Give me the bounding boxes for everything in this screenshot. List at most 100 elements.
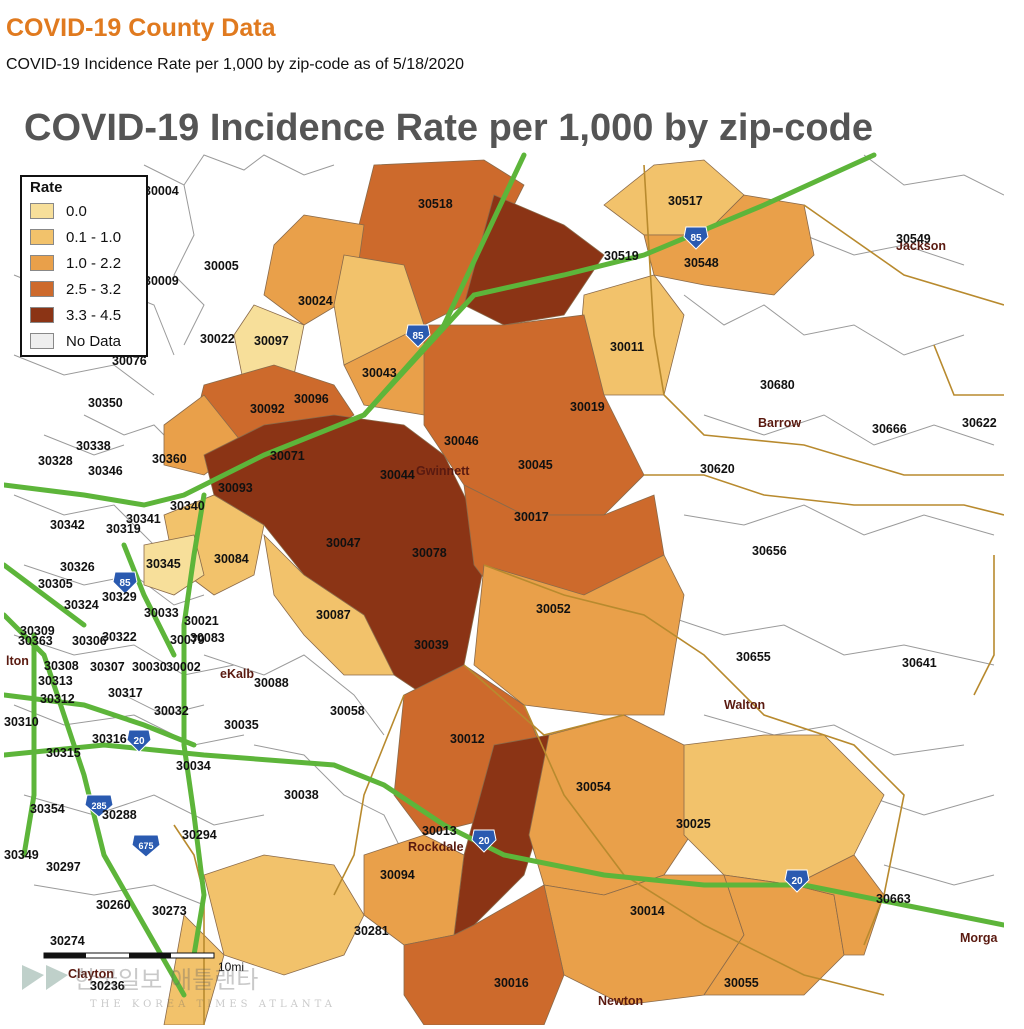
interstate-20-shield: 20: [791, 876, 803, 887]
zip-labels: 30004 30005 30009 30022 30024 30097 30076 30350…: [4, 184, 997, 993]
legend-label: 0.0: [66, 202, 87, 220]
zip-label: 30017: [514, 510, 549, 524]
zip-label: 30518: [418, 197, 453, 211]
zip-label: 30517: [668, 194, 703, 208]
zip-label: 30342: [50, 518, 85, 532]
zip-label: 30316: [92, 732, 127, 746]
zip-label: 30079: [170, 633, 205, 647]
county-label-barrow: Barrow: [758, 416, 801, 430]
zip-label: 30297: [46, 860, 81, 874]
zip-label: 30096: [294, 392, 329, 406]
zip-label: 30087: [316, 608, 351, 622]
zip-label: 30307: [90, 660, 125, 674]
zip-label: 30313: [38, 674, 73, 688]
county-labels: Gwinnett Barrow Walton Rockdale Newton e…: [6, 239, 999, 1008]
zip-label: 30009: [144, 274, 179, 288]
zip-label: 30274: [50, 934, 85, 948]
zip-label: 30340: [170, 499, 205, 513]
zip-label: 30019: [570, 400, 605, 414]
zip-label: 30354: [30, 802, 65, 816]
zip-label: 30312: [40, 692, 75, 706]
zip-label: 30305: [38, 577, 73, 591]
zip-label: 30004: [144, 184, 179, 198]
legend-item: 2.5 - 3.2: [30, 279, 121, 299]
zip-label: 30011: [610, 340, 644, 354]
zip-label: 30308: [44, 659, 79, 673]
county-label-walton: Walton: [724, 698, 765, 712]
zip-label: 30350: [88, 396, 123, 410]
zip-label: 30076: [112, 354, 147, 368]
zip-label: 30360: [152, 452, 187, 466]
zip-label: 30309: [20, 624, 55, 638]
zip-label: 30345: [146, 557, 181, 571]
zip-label: 30294: [182, 828, 217, 842]
zip-label: 30315: [46, 746, 81, 760]
zip-label: 30319: [106, 522, 141, 536]
county-label-dekalb: eKalb: [220, 667, 254, 681]
county-label-rockdale: Rockdale: [408, 840, 464, 854]
zip-label: 30519: [604, 249, 639, 263]
zip-label: 30328: [38, 454, 73, 468]
zip-label: 30281: [354, 924, 389, 938]
legend-swatch: [30, 203, 54, 219]
zip-label: 30033: [144, 606, 179, 620]
zip-label: 30363: [18, 634, 53, 648]
scale-bar: 10mi: [43, 952, 244, 974]
zip-label: 30034: [176, 759, 211, 773]
zip-label: 30341: [126, 512, 161, 526]
zip-label: 30317: [108, 686, 143, 700]
interstate-20-shield: 20: [133, 736, 145, 747]
zip-label: 30046: [444, 434, 479, 448]
zip-label: 30084: [214, 552, 249, 566]
legend-label: 3.3 - 4.5: [66, 306, 122, 324]
zip-label: 30078: [412, 546, 447, 560]
watermark-main: 한국일보 애틀랜타: [74, 966, 258, 994]
legend-item: 0.0: [30, 201, 87, 221]
zip-label: 30097: [254, 334, 289, 348]
watermark: 한국일보 애틀랜타 THE KOREA TIMES ATLANTA: [22, 965, 336, 1010]
legend-item: 3.3 - 4.5: [30, 305, 121, 325]
highway-shields: 85 85 85 20 20 20: [84, 226, 810, 893]
zip-label: 30016: [494, 976, 529, 990]
interstate-85-shield: 85: [690, 233, 702, 244]
legend-swatch: [30, 229, 54, 245]
legend-item: 0.1 - 1.0: [30, 227, 121, 247]
zip-label: 30324: [64, 598, 99, 612]
zip-label: 30641: [902, 656, 937, 670]
interstate-85-shield: 85: [119, 578, 131, 589]
zip-label: 30013: [422, 824, 457, 838]
zip-label: 30071: [270, 449, 305, 463]
legend-item: 1.0 - 2.2: [30, 253, 121, 273]
zip-label: 30236: [90, 979, 125, 993]
zip-label: 30054: [576, 780, 611, 794]
zip-label: 30680: [760, 378, 795, 392]
county-label-gwinnett: Gwinnett: [416, 464, 470, 478]
legend-item: No Data: [30, 331, 121, 351]
county-label-clayton: Clayton: [68, 967, 114, 981]
zip-label: 30273: [152, 904, 187, 918]
zip-label: 30021: [184, 614, 219, 628]
zip-label: 30039: [414, 638, 449, 652]
zip-label: 30326: [60, 560, 95, 574]
zip-label: 30038: [284, 788, 319, 802]
zip-label: 30088: [254, 676, 289, 690]
zip-label: 30047: [326, 536, 361, 550]
zip-label: 30666: [872, 422, 907, 436]
zip-label: 30035: [224, 718, 259, 732]
zip-label: 30663: [876, 892, 911, 906]
zip-label: 30322: [102, 630, 137, 644]
watermark-sub: THE KOREA TIMES ATLANTA: [90, 999, 336, 1010]
page-subtitle: COVID-19 Incidence Rate per 1,000 by zip…: [6, 56, 465, 73]
scale-label: 10mi: [218, 960, 244, 974]
zip-label: 30329: [102, 590, 137, 604]
zip-label: 30045: [518, 458, 553, 472]
zip-label: 30055: [724, 976, 759, 990]
zip-label: 30346: [88, 464, 123, 478]
map-title: COVID-19 Incidence Rate per 1,000 by zip…: [24, 107, 873, 149]
zip-label: 30349: [4, 848, 39, 862]
legend-label: 2.5 - 3.2: [66, 280, 122, 298]
county-label-fulton: lton: [6, 654, 29, 668]
zip-label: 30043: [362, 366, 397, 380]
interstate-85-shield: 85: [412, 331, 424, 342]
legend-label: 0.1 - 1.0: [66, 228, 122, 246]
